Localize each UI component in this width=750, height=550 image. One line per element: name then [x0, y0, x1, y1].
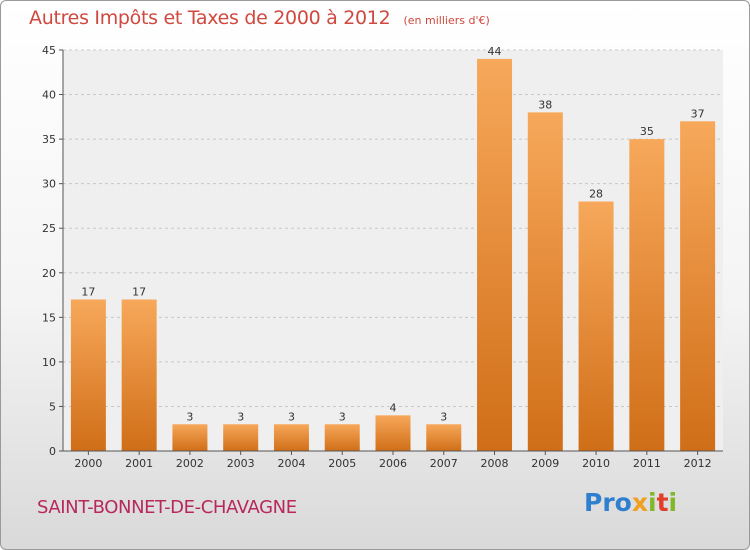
bar-2000 — [70, 299, 106, 451]
x-tick-labels: 2000 2001 2002 2003 2004 2005 2006 2007 2008 2009… — [74, 457, 711, 470]
bar-2005 — [324, 424, 360, 451]
commune-name: SAINT-BONNET-DE-CHAVAGNE — [37, 497, 297, 518]
plot-area — [63, 50, 723, 451]
bar-2007 — [426, 424, 462, 451]
value-label-2002: 3 — [186, 410, 193, 423]
y-tick-label: 20 — [42, 267, 56, 280]
unit-note: (en milliers d'€) — [403, 14, 490, 27]
y-tick-label: 5 — [49, 400, 56, 413]
bars — [70, 58, 716, 452]
x-tick-label-2002: 2002 — [176, 457, 204, 470]
value-label-2010: 28 — [589, 187, 603, 200]
x-tick-label-2005: 2005 — [328, 457, 356, 470]
x-tick-label-2012: 2012 — [684, 457, 712, 470]
y-tick-label: 30 — [42, 178, 56, 191]
value-label-2011: 35 — [640, 125, 654, 138]
value-label-2007: 3 — [440, 410, 447, 423]
bar-2012 — [680, 121, 716, 452]
value-label-2000: 17 — [81, 286, 95, 299]
x-tick-label-2004: 2004 — [277, 457, 305, 470]
x-tick-label-2001: 2001 — [125, 457, 153, 470]
y-tick-label: 45 — [42, 44, 56, 57]
axes — [59, 49, 723, 455]
value-label-2012: 37 — [691, 107, 705, 120]
value-label-2003: 3 — [237, 410, 244, 423]
bar-2010 — [578, 201, 614, 451]
bar-2006 — [375, 415, 411, 451]
title-row: Autres Impôts et Taxes de 2000 à 2012 (e… — [29, 7, 490, 29]
x-tick-label-2003: 2003 — [227, 457, 255, 470]
y-tick-label: 25 — [42, 222, 56, 235]
bar-2002 — [172, 424, 208, 451]
value-label-2001: 17 — [132, 286, 146, 299]
bar-2003 — [223, 424, 259, 451]
grid-lines — [63, 49, 723, 407]
y-tick-label: 35 — [42, 133, 56, 146]
y-tick-labels: 0 5 10 15 20 25 30 35 40 45 — [42, 44, 56, 458]
bar-2004 — [273, 424, 309, 451]
value-label-2005: 3 — [339, 410, 346, 423]
y-tick-label: 0 — [49, 445, 56, 458]
x-tick-label-2008: 2008 — [481, 457, 509, 470]
value-labels: 17 17 3 3 3 3 4 3 44 38 28 35 37 — [81, 45, 704, 423]
bar-2001 — [121, 299, 157, 451]
bar-2009 — [527, 112, 563, 451]
x-tick-label-2009: 2009 — [531, 457, 559, 470]
x-tick-label-2007: 2007 — [430, 457, 458, 470]
y-tick-label: 40 — [42, 89, 56, 102]
x-tick-label-2011: 2011 — [633, 457, 661, 470]
bar-2011 — [629, 139, 665, 451]
value-label-2009: 38 — [538, 98, 552, 111]
y-tick-label: 10 — [42, 356, 56, 369]
chart-title: Autres Impôts et Taxes de 2000 à 2012 — [29, 7, 391, 29]
x-tick-label-2006: 2006 — [379, 457, 407, 470]
x-tick-label-2010: 2010 — [582, 457, 610, 470]
bar-2008 — [477, 58, 513, 452]
value-label-2006: 4 — [390, 401, 397, 414]
proxiti-logo: Proxiti — [584, 488, 678, 517]
value-label-2004: 3 — [288, 410, 295, 423]
value-label-2008: 44 — [488, 45, 502, 58]
x-tick-label-2000: 2000 — [74, 457, 102, 470]
y-tick-label: 15 — [42, 311, 56, 324]
